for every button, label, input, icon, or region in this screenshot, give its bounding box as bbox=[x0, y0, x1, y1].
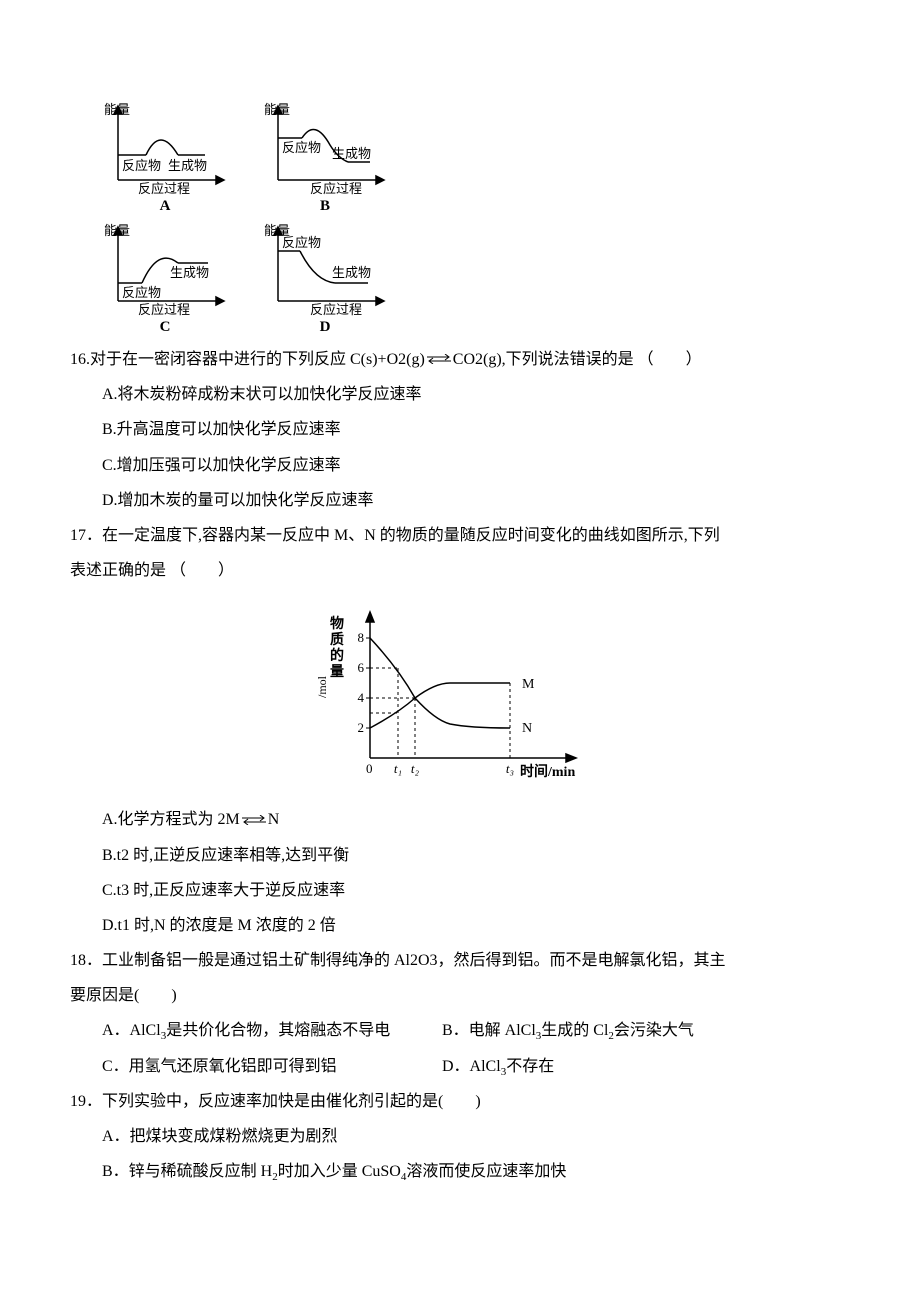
q16-opt-b: B.升高温度可以加快化学反应速率 bbox=[102, 412, 850, 447]
q17-opt-a: A.化学方程式为 2MN bbox=[102, 802, 850, 837]
q17-stem-1: 17．在一定温度下,容器内某一反应中 M、N 的物质的量随反应时间变化的曲线如图… bbox=[70, 518, 850, 553]
q18-stem-1: 18．工业制备铝一般是通过铝土矿制得纯净的 Al2O3，然后得到铝。而不是电解氯… bbox=[70, 943, 850, 978]
reactant-label: 反应物 bbox=[282, 235, 321, 250]
q16-opt-c: C.增加压强可以加快化学反应速率 bbox=[102, 448, 850, 483]
ytick-8: 8 bbox=[358, 630, 365, 645]
xtick-t1: t₁ bbox=[394, 761, 402, 776]
q18-opt-c: C．用氢气还原氧化铝即可得到铝 bbox=[102, 1049, 442, 1084]
x-axis-label: 反应过程 bbox=[138, 302, 190, 316]
x-axis-label: 时间/min bbox=[520, 763, 575, 780]
product-label: 生成物 bbox=[332, 146, 371, 161]
xtick-t3: t₃ bbox=[506, 761, 514, 776]
q18-opt-b: B．电解 AlCl3生成的 Cl2会污染大气 bbox=[442, 1013, 694, 1048]
diagram-label-a: A bbox=[100, 197, 230, 215]
y-axis-label: 能量 bbox=[264, 102, 290, 117]
product-label: 生成物 bbox=[170, 265, 209, 280]
q18-opt-d: D．AlCl3不存在 bbox=[442, 1049, 554, 1084]
q17-stem-2: 表述正确的是 （ ） bbox=[70, 553, 850, 588]
q17-chart: 2 4 6 8 t₁ t₂ bbox=[70, 598, 850, 788]
svg-text:/mol: /mol bbox=[315, 676, 329, 699]
q19-opt-b: B．锌与稀硫酸反应制 H2时加入少量 CuSO4溶液而使反应速率加快 bbox=[102, 1154, 850, 1189]
q18-stem-2: 要原因是( ) bbox=[70, 978, 850, 1013]
q17-opt-b: B.t2 时,正逆反应速率相等,达到平衡 bbox=[102, 838, 850, 873]
diagram-c: 能量 反应物 生成物 反应过程 C bbox=[100, 221, 230, 336]
svg-text:量: 量 bbox=[330, 664, 344, 680]
reactant-label: 反应物 bbox=[122, 285, 161, 300]
diagram-label-b: B bbox=[260, 197, 390, 215]
svg-text:的: 的 bbox=[330, 647, 344, 664]
q17-opt-d: D.t1 时,N 的浓度是 M 浓度的 2 倍 bbox=[102, 908, 850, 943]
xtick-t2: t₂ bbox=[411, 761, 420, 776]
diagram-b: 能量 反应物 生成物 反应过程 B bbox=[260, 100, 390, 215]
q19-opt-a: A．把煤块变成煤粉燃烧更为剧烈 bbox=[102, 1119, 850, 1154]
diagram-d: 能量 反应物 生成物 反应过程 D bbox=[260, 221, 390, 336]
q16-opt-d: D.增加木炭的量可以加快化学反应速率 bbox=[102, 483, 850, 518]
ytick-2: 2 bbox=[358, 720, 365, 735]
diagram-a: 能量 反应物 生成物 反应过程 A bbox=[100, 100, 230, 215]
energy-diagrams: 能量 反应物 生成物 反应过程 A 能量 反应物 bbox=[70, 100, 850, 336]
q19-stem: 19．下列实验中，反应速率加快是由催化剂引起的是( ) bbox=[70, 1084, 850, 1119]
ytick-4: 4 bbox=[358, 690, 365, 705]
series-m-label: M bbox=[522, 677, 535, 692]
x-axis-label: 反应过程 bbox=[310, 181, 362, 195]
svg-text:质: 质 bbox=[330, 631, 344, 648]
x-axis-label: 反应过程 bbox=[138, 181, 190, 195]
product-label: 生成物 bbox=[168, 158, 207, 173]
q18-opt-a: A．AlCl3是共价化合物，其熔融态不导电 bbox=[102, 1013, 442, 1048]
x-axis-label: 反应过程 bbox=[310, 302, 362, 316]
svg-text:0: 0 bbox=[366, 761, 373, 776]
diagram-label-d: D bbox=[260, 318, 390, 336]
diagram-label-c: C bbox=[100, 318, 230, 336]
product-label: 生成物 bbox=[332, 265, 371, 280]
q17-opt-c: C.t3 时,正反应速率大于逆反应速率 bbox=[102, 873, 850, 908]
q16-opt-a: A.将木炭粉碎成粉末状可以加快化学反应速率 bbox=[102, 377, 850, 412]
reactant-label: 反应物 bbox=[122, 158, 161, 173]
y-axis-label: 能量 bbox=[104, 223, 130, 238]
svg-text:物: 物 bbox=[330, 615, 344, 632]
y-axis-label: 能量 bbox=[104, 102, 130, 117]
q16-stem: 16.对于在一密闭容器中进行的下列反应 C(s)+O2(g)CO2(g),下列说… bbox=[70, 342, 850, 377]
ytick-6: 6 bbox=[358, 660, 365, 675]
series-n-label: N bbox=[522, 721, 532, 736]
reactant-label: 反应物 bbox=[282, 140, 321, 155]
